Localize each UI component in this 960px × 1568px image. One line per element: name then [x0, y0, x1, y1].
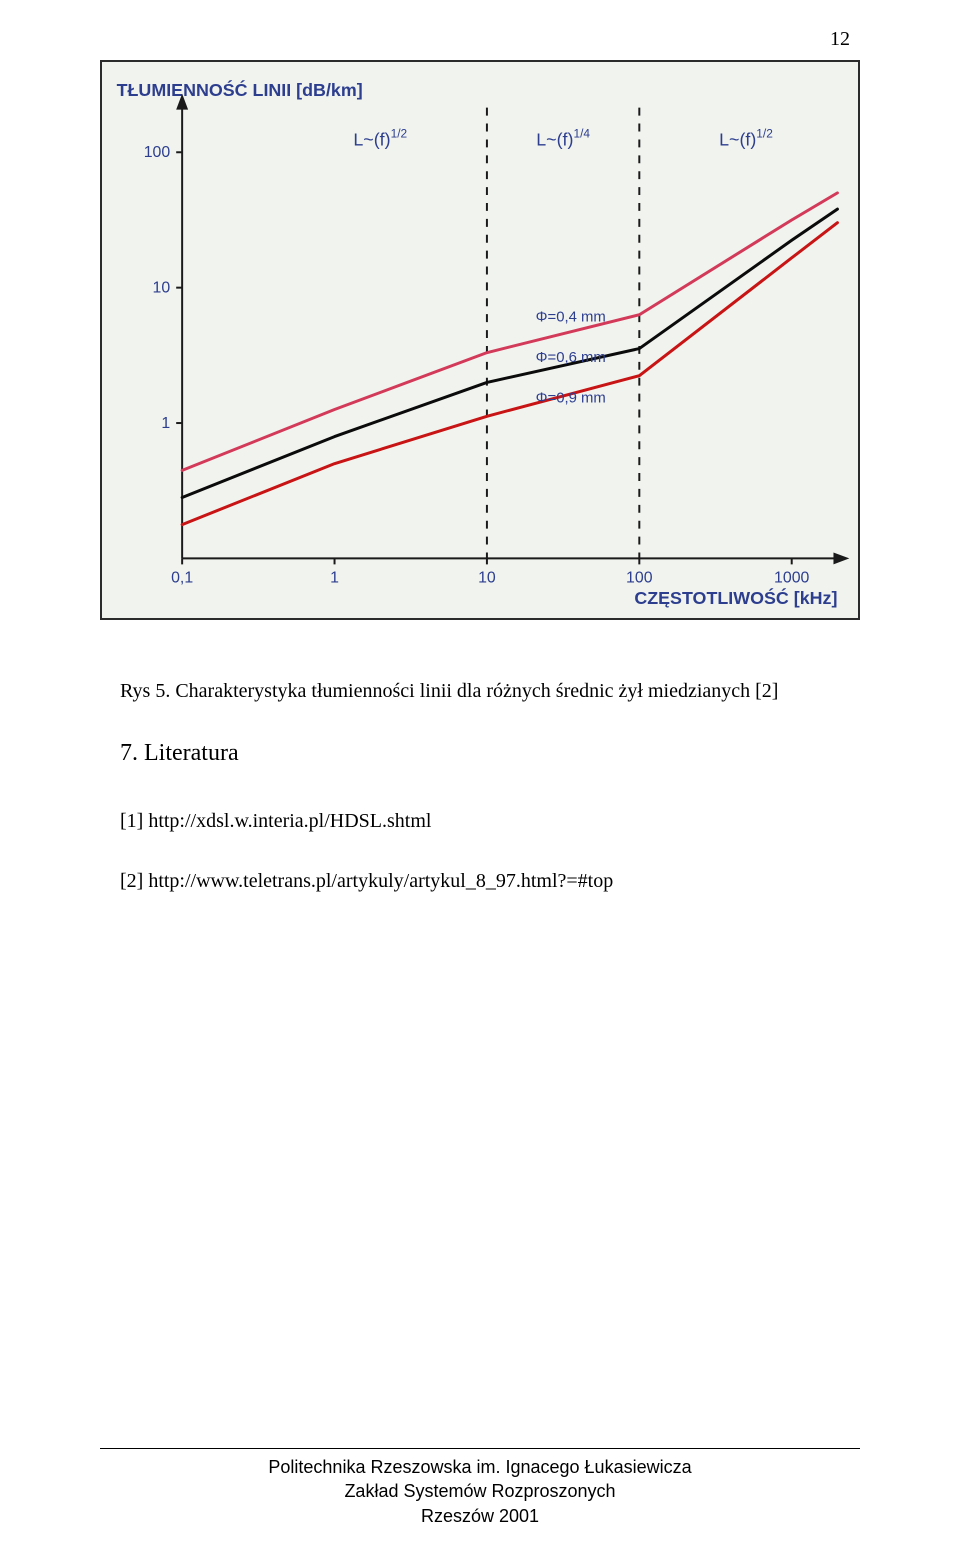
footer-line-1: Politechnika Rzeszowska im. Ignacego Łuk… — [0, 1455, 960, 1479]
page-footer: Politechnika Rzeszowska im. Ignacego Łuk… — [0, 1448, 960, 1528]
section-heading-literature: 7. Literatura — [120, 740, 239, 767]
footer-line-2: Zakład Systemów Rozproszonych — [0, 1479, 960, 1503]
footer-line-3: Rzeszów 2001 — [0, 1504, 960, 1528]
svg-text:10: 10 — [478, 569, 496, 586]
svg-text:1: 1 — [161, 415, 170, 432]
reference-1: [1] http://xdsl.w.interia.pl/HDSL.shtml — [120, 810, 431, 833]
svg-text:100: 100 — [144, 144, 171, 161]
reference-2: [2] http://www.teletrans.pl/artykuly/art… — [120, 870, 613, 893]
figure-caption: Rys 5. Charakterystyka tłumienności lini… — [120, 680, 778, 703]
svg-text:0,1: 0,1 — [171, 569, 193, 586]
page-number: 12 — [830, 28, 850, 51]
svg-text:100: 100 — [626, 569, 653, 586]
svg-text:TŁUMIENNOŚĆ LINII [dB/km]: TŁUMIENNOŚĆ LINII [dB/km] — [117, 79, 363, 100]
svg-text:Φ=0,9 mm: Φ=0,9 mm — [536, 391, 606, 407]
svg-text:L~(f)1/4: L~(f)1/4 — [536, 127, 590, 150]
svg-text:Φ=0,4 mm: Φ=0,4 mm — [536, 309, 606, 325]
attenuation-chart: TŁUMIENNOŚĆ LINII [dB/km] 1 10 100 0,1 1 10 100… — [100, 60, 860, 620]
svg-text:1: 1 — [330, 569, 339, 586]
svg-text:L~(f)1/2: L~(f)1/2 — [719, 127, 773, 150]
svg-text:1000: 1000 — [774, 569, 809, 586]
svg-text:CZĘSTOTLIWOŚĆ [kHz]: CZĘSTOTLIWOŚĆ [kHz] — [634, 587, 837, 608]
footer-divider — [100, 1448, 860, 1449]
svg-text:10: 10 — [153, 280, 171, 297]
svg-text:L~(f)1/2: L~(f)1/2 — [353, 127, 407, 150]
svg-text:Φ=0,6 mm: Φ=0,6 mm — [536, 350, 606, 366]
